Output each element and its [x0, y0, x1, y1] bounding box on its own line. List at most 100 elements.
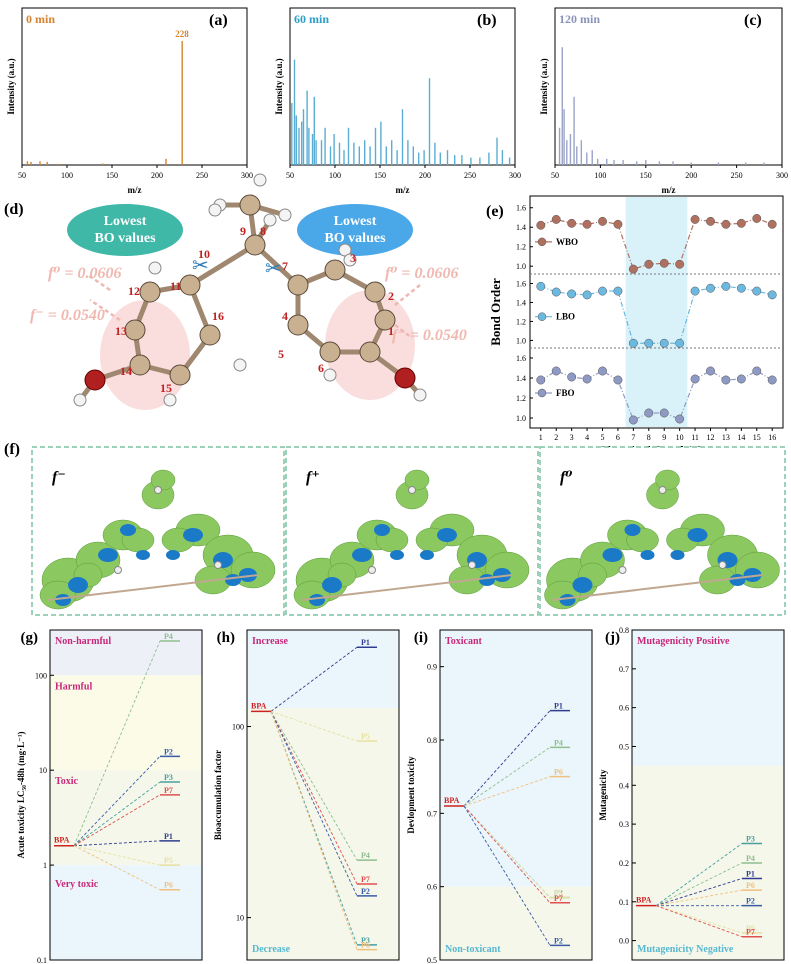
isosurface-blue	[183, 528, 203, 542]
product-label: P2	[361, 887, 370, 896]
product-label: P5	[164, 856, 173, 865]
bond-order-point	[706, 366, 715, 376]
isosurface-blue	[687, 528, 708, 542]
scissors-icon: ✂	[192, 255, 209, 277]
hydrogen-atom	[618, 566, 627, 574]
product-label: P7	[164, 786, 173, 795]
y-axis-label: Intensity (a.u.)	[274, 58, 284, 114]
axes-box	[631, 629, 785, 961]
carbon-atom	[129, 354, 151, 376]
bond-order-point	[567, 289, 577, 299]
f0-value-left: f⁰ = 0.0606	[48, 265, 121, 282]
isosurface-blue	[309, 594, 325, 606]
bpa-label: BPA	[54, 836, 70, 845]
spectrum-panel-2: 120 min (c) 50 100 150 200 250 300 m/z Intensity …	[539, 7, 788, 195]
bond-order-point	[582, 290, 592, 300]
product-label: P4	[746, 854, 755, 863]
time-label: 0 min	[26, 12, 55, 26]
bond-order-point	[752, 366, 762, 376]
bond-order-point	[659, 338, 669, 348]
y-tick-label: 0.2	[619, 859, 629, 868]
axes-box	[246, 629, 400, 961]
y-axis-label: Bioaccumulation factor	[213, 750, 223, 840]
x-tick-label: 100	[61, 171, 73, 180]
bond-order-point	[567, 372, 577, 382]
y-tick-label: 1.0	[516, 336, 526, 345]
lowest-bo-text: BO values	[94, 231, 156, 246]
product-label: P6	[164, 881, 173, 890]
trend-line	[73, 845, 161, 891]
trend-line	[463, 776, 551, 807]
isosurface-blue	[420, 550, 434, 560]
x-tick-label: 8	[647, 433, 651, 442]
product-label: P3	[746, 835, 755, 844]
toxicity-panel-3: Mutagenicity Positive Mutagenicity Negati…	[598, 626, 785, 961]
zone-label: Mutagenicity Positive	[637, 636, 730, 647]
lowest-bo-text: BO values	[324, 231, 386, 246]
y-tick-label: 0.3	[619, 820, 629, 829]
fminus-value-right: f⁻ = 0.0540	[392, 327, 467, 344]
fminus-value-left: f⁻ = 0.0540	[30, 307, 105, 324]
reactive-site-glow	[100, 300, 190, 410]
y-tick-label: 1.0	[516, 414, 526, 423]
hydrogen-atom	[163, 393, 177, 407]
product-label: P3	[164, 773, 173, 782]
atom-number: 14	[120, 364, 132, 378]
bond-order-point	[690, 374, 700, 384]
bond-order-point	[644, 408, 654, 418]
x-tick-label: 3	[570, 433, 574, 442]
x-tick-label: 150	[106, 171, 118, 180]
atom-number: 6	[318, 361, 324, 375]
bond-order-point	[613, 219, 623, 229]
bond-order-point	[659, 408, 669, 418]
bond	[188, 242, 257, 288]
x-tick-label: 1	[539, 433, 543, 442]
hydrogen-atom	[278, 208, 292, 222]
legend-marker	[537, 237, 547, 247]
highlight-region	[625, 197, 688, 427]
hydrogen-atom	[263, 213, 277, 227]
atom-number: 2	[388, 289, 394, 303]
zone-band	[50, 630, 202, 676]
spectrum-axes-box	[21, 7, 248, 166]
x-axis-label: m/z	[128, 185, 142, 195]
panel-letter: (g)	[21, 630, 39, 646]
y-tick-label: 1.0	[516, 262, 526, 271]
molecule-skeleton	[47, 574, 259, 601]
legend-label: WBO	[556, 237, 578, 247]
trend-line	[463, 710, 551, 807]
carbon-atom	[239, 194, 261, 216]
bond-order-point	[644, 259, 654, 269]
trend-line	[655, 843, 743, 907]
bond-order-point	[613, 286, 623, 296]
x-tick-label: 2	[554, 433, 558, 442]
trend-line	[463, 805, 551, 946]
zone-label: Decrease	[252, 944, 291, 955]
bond-order-point	[582, 219, 592, 229]
trend-line	[73, 794, 161, 847]
carbon-atom	[124, 319, 146, 341]
bond-order-point	[767, 290, 777, 300]
f0-value-right: f⁰ = 0.0606	[385, 265, 458, 282]
y-tick-label: 0.6	[619, 704, 629, 713]
zone-band	[247, 630, 399, 709]
hydrogen-atom	[323, 368, 337, 382]
fukui-panels: (f) f⁻ f⁺ f⁰	[4, 441, 786, 616]
axes-box	[439, 629, 593, 961]
x-tick-label: 300	[241, 171, 253, 180]
y-axis-label: Devlopment toxicity	[406, 756, 416, 834]
y-tick-label: 0.0	[619, 937, 629, 946]
isosurface-blue	[743, 568, 762, 582]
bond-order-point	[567, 218, 577, 228]
x-tick-label: 50	[18, 171, 26, 180]
molecule-skeleton	[552, 574, 763, 601]
zone-band	[50, 770, 202, 866]
legend-label: FBO	[556, 388, 575, 398]
panel-letter: (b)	[477, 12, 497, 29]
series-line-FBO	[540, 370, 773, 421]
y-tick-label: 0.7	[427, 809, 437, 818]
carbon-atom	[374, 309, 396, 331]
zone-band	[247, 708, 399, 960]
hydrogen-atom	[343, 253, 357, 267]
trend-line	[73, 840, 161, 847]
